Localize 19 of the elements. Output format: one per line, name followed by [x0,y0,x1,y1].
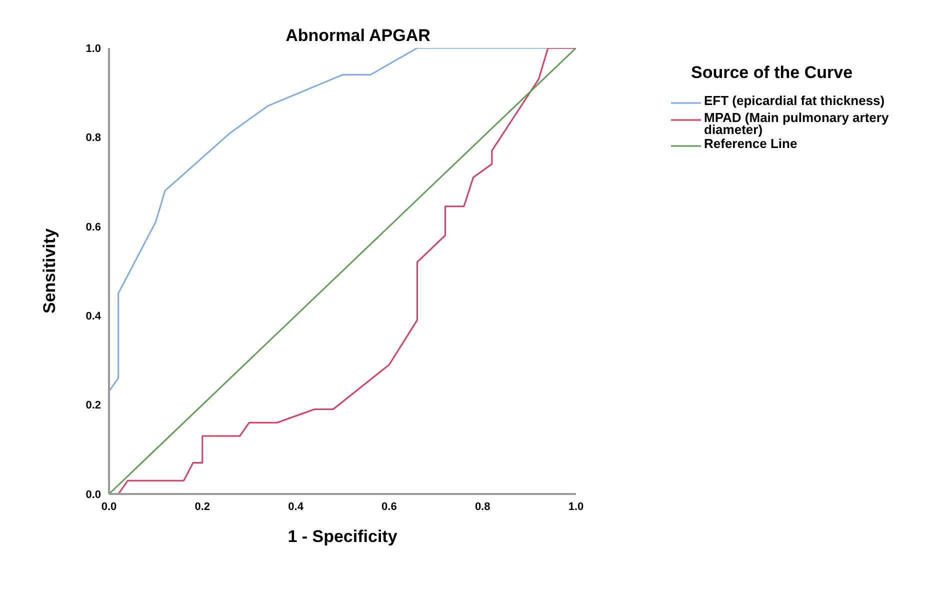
y-tick-label: 0.2 [86,400,101,412]
x-tick-label: 0.8 [474,500,490,513]
x-tick-label: 1.0 [568,500,584,513]
x-tick-label: 0.4 [288,500,304,513]
y-tick-label: 0.4 [86,310,102,323]
x-tick-label: 0.0 [101,500,117,513]
chart-title: Abnormal APGAR [284,26,432,46]
legend-label: EFT (epicardial fat thickness) [704,93,885,108]
legend-title: Source of the Curve [690,63,854,83]
y-tick-label: 0.0 [86,488,101,501]
legend-label: Reference Line [704,136,798,151]
y-tick-label: 1.0 [86,42,101,55]
y-tick-label: 0.8 [86,132,101,144]
x-axis-title: 1 - Specificity [288,527,398,546]
y-tick-label: 0.6 [86,221,101,234]
x-tick-label: 0.6 [382,500,397,513]
x-tick-label: 0.2 [194,500,210,513]
legend-label: MPAD (Main pulmonary artery diameter) [704,110,890,137]
y-axis-title: Sensitivity [40,228,60,314]
